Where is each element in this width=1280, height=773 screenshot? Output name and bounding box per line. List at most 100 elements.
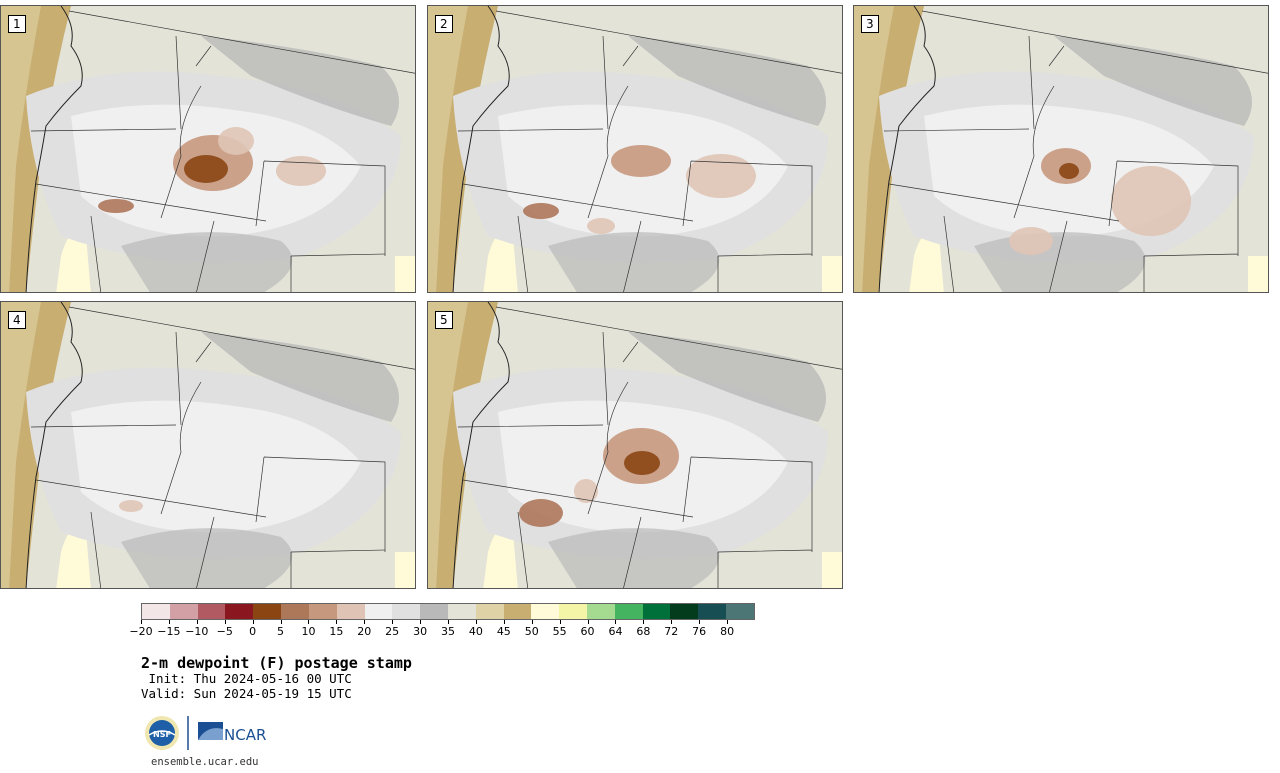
colorbar-tick-mark [280, 620, 282, 624]
colorbar-swatch [420, 604, 448, 619]
panel-number-label: 5 [435, 311, 453, 329]
colorbar-tick-label: 50 [524, 625, 539, 638]
state-borders [883, 10, 1268, 292]
low-dewpoint-area [98, 199, 134, 213]
low-dewpoint-area [1009, 227, 1053, 255]
colorbar-tick-mark [699, 620, 701, 624]
colorbar-tick-mark [420, 620, 422, 624]
colorbar-tick-label: 64 [608, 625, 623, 638]
colorbar-swatch [364, 604, 393, 619]
ocean-region [1, 302, 41, 588]
colorbar-tick-mark [141, 620, 142, 624]
colorbar-tick-label: −15 [157, 625, 181, 638]
coastline [452, 6, 510, 292]
init-time: Init: Thu 2024-05-16 00 UTC [141, 671, 352, 686]
colorbar-swatch [503, 604, 532, 619]
southern-dry-band [121, 232, 293, 292]
colorbar-tick-label: 25 [385, 625, 400, 638]
colorbar-tick-label: 60 [580, 625, 595, 638]
southern-dry-band [548, 528, 720, 588]
map-panel: 1 [0, 5, 416, 293]
map-panel: 3 [853, 5, 1269, 293]
valley-region [56, 231, 91, 292]
valley-region [56, 527, 91, 588]
northern-dry-band [1054, 36, 1252, 126]
map-panel: 4 [0, 301, 416, 589]
colorbar-tick-label: 20 [357, 625, 372, 638]
colorbar-tick-label: 35 [441, 625, 455, 638]
coastline [25, 302, 83, 588]
plains-region [1248, 256, 1268, 292]
northern-dry-band [628, 332, 826, 422]
colorbar-tick-mark [475, 620, 477, 624]
low-dewpoint-area [523, 203, 559, 219]
source-url: ensemble.ucar.edu [151, 756, 259, 768]
colorbar-tick-mark [559, 620, 561, 624]
colorbar-tick-mark [727, 620, 729, 624]
colorbar-tick-mark [336, 620, 338, 624]
low-dewpoint-area [1059, 163, 1079, 179]
colorbar-tick-mark [503, 620, 505, 624]
low-dewpoint-area [119, 500, 143, 512]
dewpoint-map [854, 6, 1268, 292]
colorbar-tick-mark [643, 620, 645, 624]
map-panel: 5 [427, 301, 843, 589]
plains-region [822, 552, 842, 588]
valley-region [483, 231, 518, 292]
colorbar-tick-label: 15 [329, 625, 344, 638]
colorbar-swatch [169, 604, 198, 619]
colorbar-swatch [531, 604, 560, 619]
colorbar-swatch [642, 604, 671, 619]
colorbar-tick-label: 5 [277, 625, 285, 638]
plains-region [822, 256, 842, 292]
colorbar-swatch [225, 604, 254, 619]
southern-dry-band [974, 232, 1146, 292]
colorbar-tick-mark [671, 620, 673, 624]
svg-text:NCAR: NCAR [224, 726, 266, 744]
dewpoint-map [1, 302, 415, 588]
colorbar-swatch [670, 604, 699, 619]
colorbar-swatch [392, 604, 421, 619]
valid-time: Valid: Sun 2024-05-19 15 UTC [141, 686, 352, 701]
ocean-region [428, 6, 468, 292]
colorbar-swatch [614, 604, 643, 619]
ocean-region [854, 6, 894, 292]
low-dewpoint-area [574, 479, 598, 503]
coastline [878, 6, 936, 292]
valley-region [909, 231, 944, 292]
southern-dry-band [548, 232, 720, 292]
low-dewpoint-area [611, 145, 671, 177]
colorbar-tick-mark [168, 620, 170, 624]
colorbar-ticks: −20 −15 −10 −5 0 5 10 15 20 25 30 35 40 45 50 55 60 64 68 7… [129, 620, 755, 639]
northern-dry-band [201, 332, 399, 422]
coastline [25, 6, 83, 292]
dewpoint-map [1, 6, 415, 292]
colorbar-swatch [698, 604, 727, 619]
colorbar-tick-mark [531, 620, 533, 624]
plains-region [395, 256, 415, 292]
panel-number-label: 4 [8, 311, 26, 329]
colorbar-tick-label: −5 [216, 625, 233, 638]
colorbar-tick-label: −10 [185, 625, 209, 638]
colorbar-swatch [142, 604, 170, 619]
colorbar-tick-mark [448, 620, 449, 624]
ocean-region [1, 6, 41, 292]
colorbar-tick-label: 30 [413, 625, 428, 638]
low-dewpoint-area [276, 156, 326, 186]
state-borders [457, 10, 842, 292]
colorbar-tick-label: 55 [552, 625, 567, 638]
colorbar-tick-label: 68 [636, 625, 651, 638]
low-dewpoint-area [686, 154, 756, 198]
low-dewpoint-area [184, 155, 228, 183]
colorbar [141, 603, 755, 620]
colorbar-tick-label: 76 [692, 625, 707, 638]
low-dewpoint-area [1111, 166, 1191, 236]
low-dewpoint-area [624, 451, 660, 475]
chart-title: 2-m dewpoint (F) postage stamp [141, 654, 412, 672]
colorbar-swatch [447, 604, 476, 619]
low-dewpoint-area [519, 499, 563, 527]
map-panel: 2 [427, 5, 843, 293]
colorbar-tick-label: 72 [664, 625, 679, 638]
ocean-region [428, 302, 468, 588]
colorbar-tick-mark [196, 620, 198, 624]
